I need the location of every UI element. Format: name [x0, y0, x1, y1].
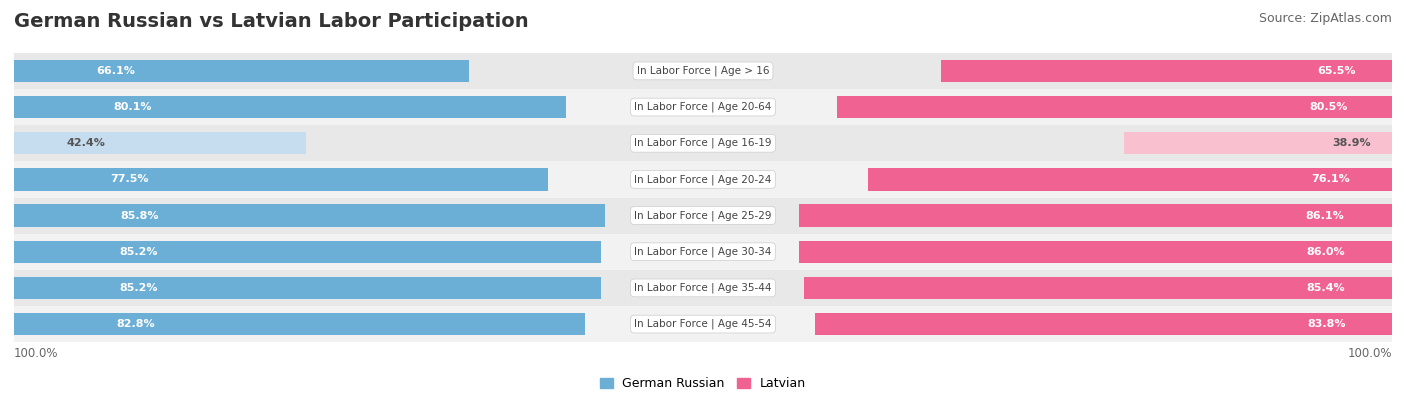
Text: 76.1%: 76.1%	[1312, 175, 1350, 184]
Bar	[14, 161, 1392, 198]
Bar	[941, 60, 1392, 82]
Text: In Labor Force | Age 20-64: In Labor Force | Age 20-64	[634, 102, 772, 112]
Text: 100.0%: 100.0%	[1347, 346, 1392, 359]
Text: 80.1%: 80.1%	[114, 102, 152, 112]
Bar	[14, 306, 1392, 342]
Text: In Labor Force | Age 25-29: In Labor Force | Age 25-29	[634, 210, 772, 221]
Text: In Labor Force | Age 45-54: In Labor Force | Age 45-54	[634, 319, 772, 329]
Text: Source: ZipAtlas.com: Source: ZipAtlas.com	[1258, 12, 1392, 25]
Text: 82.8%: 82.8%	[117, 319, 156, 329]
Bar	[804, 277, 1392, 299]
Text: In Labor Force | Age 35-44: In Labor Force | Age 35-44	[634, 283, 772, 293]
Text: 100.0%: 100.0%	[14, 346, 59, 359]
Bar	[814, 313, 1392, 335]
Bar	[868, 168, 1392, 191]
Text: 77.5%: 77.5%	[110, 175, 149, 184]
Bar	[800, 241, 1392, 263]
Text: 80.5%: 80.5%	[1309, 102, 1347, 112]
Text: 85.2%: 85.2%	[120, 283, 159, 293]
Text: 83.8%: 83.8%	[1308, 319, 1346, 329]
Bar	[14, 277, 600, 299]
Text: 86.0%: 86.0%	[1306, 247, 1344, 257]
Bar	[14, 89, 1392, 125]
Bar	[14, 234, 1392, 270]
Text: In Labor Force | Age > 16: In Labor Force | Age > 16	[637, 66, 769, 76]
Legend: German Russian, Latvian: German Russian, Latvian	[595, 372, 811, 395]
Text: In Labor Force | Age 16-19: In Labor Force | Age 16-19	[634, 138, 772, 149]
Bar	[1123, 132, 1392, 154]
Text: 86.1%: 86.1%	[1306, 211, 1344, 220]
Bar	[14, 96, 565, 118]
Text: In Labor Force | Age 20-24: In Labor Force | Age 20-24	[634, 174, 772, 185]
Bar	[14, 60, 470, 82]
Bar	[14, 204, 605, 227]
Bar	[14, 313, 585, 335]
Text: 85.8%: 85.8%	[121, 211, 159, 220]
Bar	[799, 204, 1392, 227]
Bar	[14, 241, 600, 263]
Text: 66.1%: 66.1%	[96, 66, 135, 76]
Bar	[14, 132, 307, 154]
Bar	[14, 53, 1392, 89]
Text: In Labor Force | Age 30-34: In Labor Force | Age 30-34	[634, 246, 772, 257]
Bar	[14, 270, 1392, 306]
Text: 38.9%: 38.9%	[1331, 138, 1371, 148]
Bar	[14, 198, 1392, 234]
Bar	[838, 96, 1392, 118]
Text: 42.4%: 42.4%	[66, 138, 105, 148]
Text: German Russian vs Latvian Labor Participation: German Russian vs Latvian Labor Particip…	[14, 12, 529, 31]
Bar	[14, 168, 548, 191]
Text: 85.4%: 85.4%	[1306, 283, 1346, 293]
Bar	[14, 125, 1392, 161]
Text: 85.2%: 85.2%	[120, 247, 159, 257]
Text: 65.5%: 65.5%	[1317, 66, 1355, 76]
